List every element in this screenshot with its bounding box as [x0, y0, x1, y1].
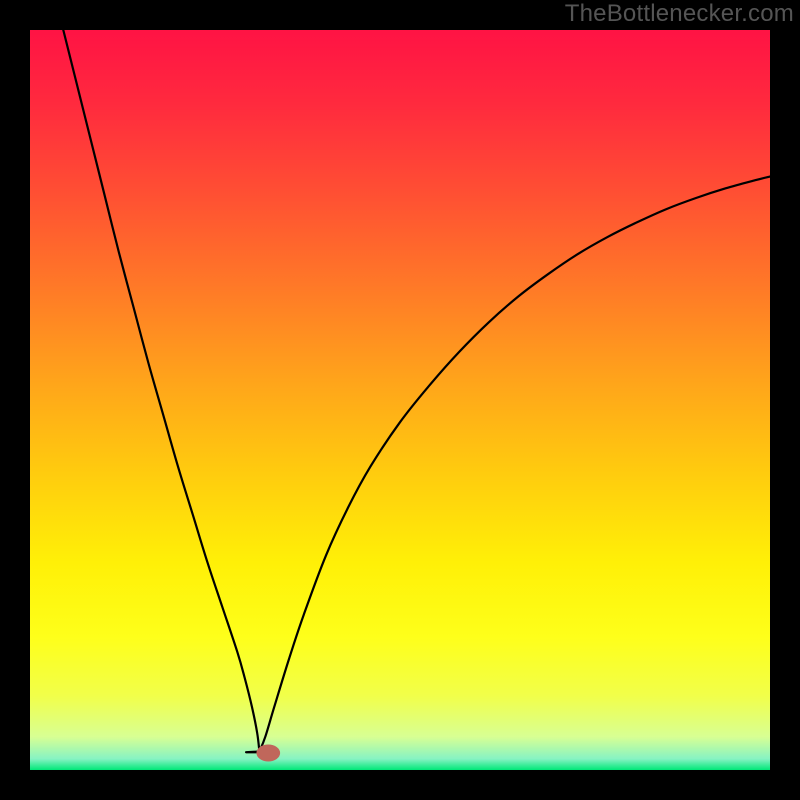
optimal-point-marker — [256, 744, 280, 761]
watermark-text: TheBottlenecker.com — [565, 0, 794, 28]
chart-frame: TheBottlenecker.com — [0, 0, 800, 800]
plot-background — [30, 30, 770, 770]
bottleneck-chart — [0, 0, 800, 800]
